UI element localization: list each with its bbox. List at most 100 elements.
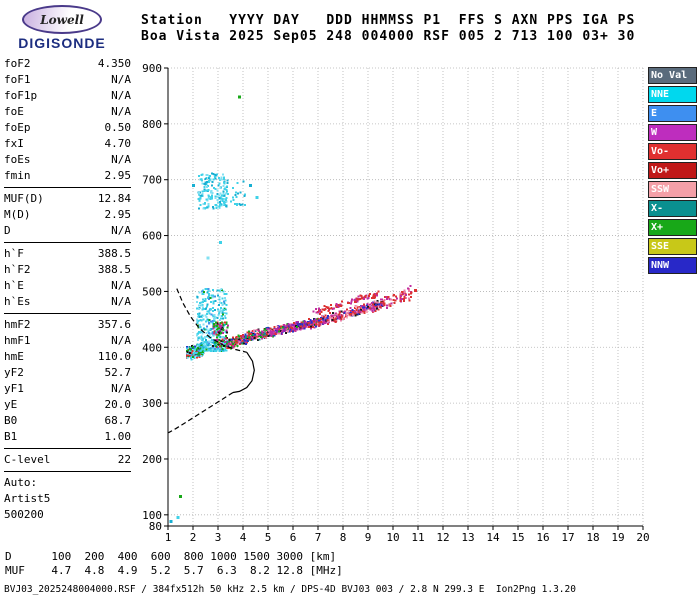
param-row: yF1 N/A	[4, 381, 131, 397]
echo-type-legend: No Val NNE E W Vo- Vo+ SSW X- X+ SSE NNW	[648, 67, 697, 276]
param-row: foF1p N/A	[4, 88, 131, 104]
param-label: h`F2	[4, 263, 31, 276]
param-row: h`F2 388.5	[4, 262, 131, 278]
param-row: hmF2 357.6	[4, 317, 131, 333]
legend-label: Vo-	[651, 146, 670, 157]
param-row: MUF(D) 12.84	[4, 191, 131, 207]
param-value: N/A	[111, 73, 131, 86]
param-value: 388.5	[97, 263, 131, 276]
param-row: Artist5	[4, 491, 131, 507]
echo-points	[169, 95, 417, 523]
logo-digisonde-text: DIGISONDE	[18, 35, 106, 51]
y-tick-label: 500	[142, 285, 162, 298]
legend-label: SSW	[651, 184, 670, 195]
x-tick-label: 3	[215, 531, 222, 544]
param-label: foF2	[4, 57, 31, 70]
legend-item-vo-: Vo-	[648, 143, 697, 160]
legend-item-nnw: NNW	[648, 257, 697, 274]
param-group-divider	[4, 242, 131, 243]
param-value: 20.0	[104, 398, 132, 411]
legend-item-vo-: Vo+	[648, 162, 697, 179]
x-tick-label: 5	[265, 531, 272, 544]
param-row: fxI 4.70	[4, 136, 131, 152]
x-tick-label: 11	[411, 531, 424, 544]
param-value: N/A	[111, 105, 131, 118]
param-row: 500200	[4, 507, 131, 523]
legend-label: W	[651, 127, 658, 138]
lowell-logo-ellipse: Lowell	[22, 5, 102, 34]
param-label: B0	[4, 414, 18, 427]
param-label: foF1	[4, 73, 31, 86]
legend-label: X+	[651, 222, 664, 233]
param-row: yE 20.0	[4, 397, 131, 413]
param-label: h`E	[4, 279, 24, 292]
param-value: N/A	[111, 153, 131, 166]
legend-label: Vo+	[651, 165, 670, 176]
x-tick-label: 17	[561, 531, 574, 544]
scaled-parameters-panel: foF2 4.350 foF1 N/A foF1p N/A foE N/A foEp 0.50 fx…	[4, 56, 131, 523]
param-row: fmin 2.95	[4, 168, 131, 184]
x-tick-label: 7	[315, 531, 322, 544]
param-label: MUF(D)	[4, 192, 44, 205]
param-value: 0.50	[104, 121, 132, 134]
y-tick-label: 700	[142, 174, 162, 187]
param-label: Artist5	[4, 492, 51, 505]
profile-curves	[168, 288, 255, 434]
x-tick-label: 6	[290, 531, 297, 544]
plot-grid	[168, 67, 644, 526]
param-row: yF2 52.7	[4, 365, 131, 381]
y-tick-label: 400	[142, 341, 162, 354]
legend-label: X-	[651, 203, 664, 214]
param-row: foF1 N/A	[4, 72, 131, 88]
param-group-divider	[4, 187, 131, 188]
param-group-divider	[4, 471, 131, 472]
legend-item-nne: NNE	[648, 86, 697, 103]
param-label: hmF1	[4, 334, 31, 347]
x-tick-label: 15	[511, 531, 524, 544]
param-value: 110.0	[97, 350, 131, 363]
x-tick-label: 2	[190, 531, 197, 544]
x-tick-label: 16	[536, 531, 549, 544]
x-tick-label: 18	[586, 531, 599, 544]
param-row: foE N/A	[4, 104, 131, 120]
param-label: h`F	[4, 247, 24, 260]
header-fields-row: Station YYYY DAY DDD HHMMSS P1 FFS S AXN…	[141, 13, 636, 28]
legend-item-x-: X+	[648, 219, 697, 236]
curve-modeled-virtual-trace	[176, 288, 247, 353]
param-value: N/A	[111, 382, 131, 395]
curve-profile-peak	[232, 351, 255, 394]
y-tick-label: 900	[142, 62, 162, 75]
param-value: N/A	[111, 224, 131, 237]
file-info-footer: BVJ03_2025248004000.RSF / 384fx512h 50 k…	[4, 584, 576, 595]
param-row: h`E N/A	[4, 278, 131, 294]
param-row: hmE 110.0	[4, 349, 131, 365]
param-value: 22	[117, 453, 131, 466]
param-row: h`F 388.5	[4, 246, 131, 262]
param-label: B1	[4, 430, 18, 443]
param-value: 12.84	[97, 192, 131, 205]
y-tick-label: 100	[142, 509, 162, 522]
param-value: 4.350	[97, 57, 131, 70]
param-value: 68.7	[104, 414, 132, 427]
param-label: D	[4, 224, 11, 237]
x-tick-label: 9	[365, 531, 372, 544]
y-tick-label: 200	[142, 453, 162, 466]
legend-item-no-val: No Val	[648, 67, 697, 84]
param-row: foEs N/A	[4, 152, 131, 168]
param-row: Auto:	[4, 475, 131, 491]
distance-row: D 100 200 400 600 800 1000 1500 3000 [km…	[5, 550, 337, 563]
param-label: yE	[4, 398, 18, 411]
param-value: N/A	[111, 89, 131, 102]
param-label: foEp	[4, 121, 31, 134]
param-value: N/A	[111, 334, 131, 347]
param-value: 357.6	[97, 318, 131, 331]
param-value: N/A	[111, 295, 131, 308]
param-row: h`Es N/A	[4, 294, 131, 310]
param-value: 2.95	[104, 169, 132, 182]
legend-item-w: W	[648, 124, 697, 141]
lowell-digisonde-logo: Lowell DIGISONDE	[6, 5, 118, 51]
param-label: yF2	[4, 366, 24, 379]
param-value: 4.70	[104, 137, 132, 150]
